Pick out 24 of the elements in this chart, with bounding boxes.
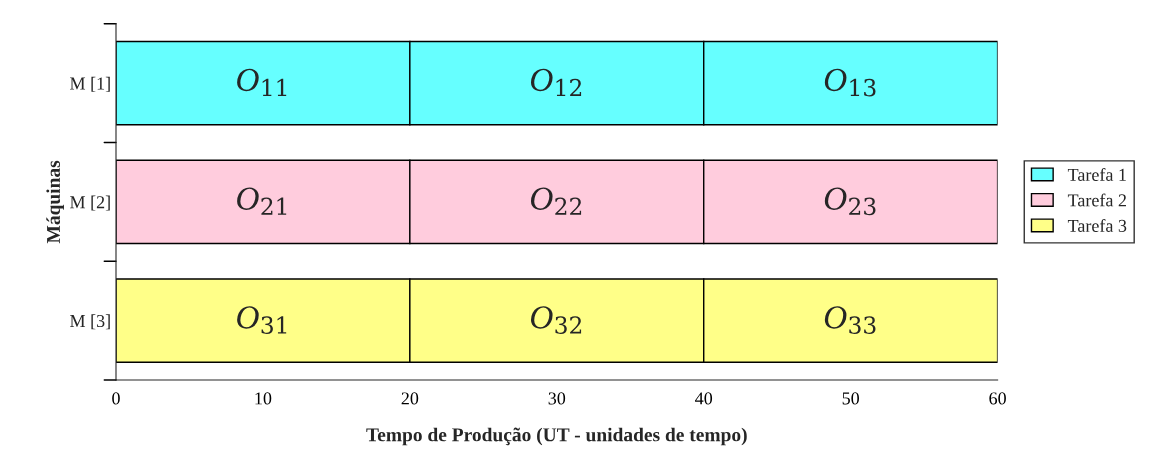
annotation: O$_{32}$: [530, 306, 582, 334]
y-tick-label: M [1]: [70, 76, 110, 92]
x-axis-title: Tempo de Produção (UT - unidades de tempo): [366, 427, 747, 446]
legend-label: Tarefa 2: [1067, 193, 1126, 207]
x-tick-label: 0: [112, 392, 120, 405]
x-tick-label: 20: [401, 392, 419, 405]
legend-label: Tarefa 3: [1067, 219, 1127, 232]
x-tick-label: 40: [695, 392, 713, 405]
x-tick-label: 60: [989, 392, 1006, 405]
annotation: O$_{11}$: [237, 68, 287, 97]
annotation: O$_{21}$: [237, 187, 287, 215]
annotation: O$_{22}$: [530, 187, 582, 215]
annotation: O$_{31}$: [237, 306, 287, 334]
x-tick-label: 30: [548, 392, 566, 405]
y-axis-title: Máquinas: [46, 160, 64, 244]
annotation: O$_{33}$: [824, 306, 876, 334]
legend-label: Tarefa 1: [1067, 168, 1126, 181]
annotation: O$_{23}$: [824, 187, 876, 216]
x-tick-label: 50: [842, 392, 860, 405]
y-tick-label: M [2]: [70, 195, 110, 211]
annotation: O$_{13}$: [824, 68, 876, 97]
annotation: O$_{12}$: [530, 68, 582, 97]
y-tick-label: M [3]: [70, 314, 110, 330]
x-tick-label: 10: [255, 392, 272, 405]
